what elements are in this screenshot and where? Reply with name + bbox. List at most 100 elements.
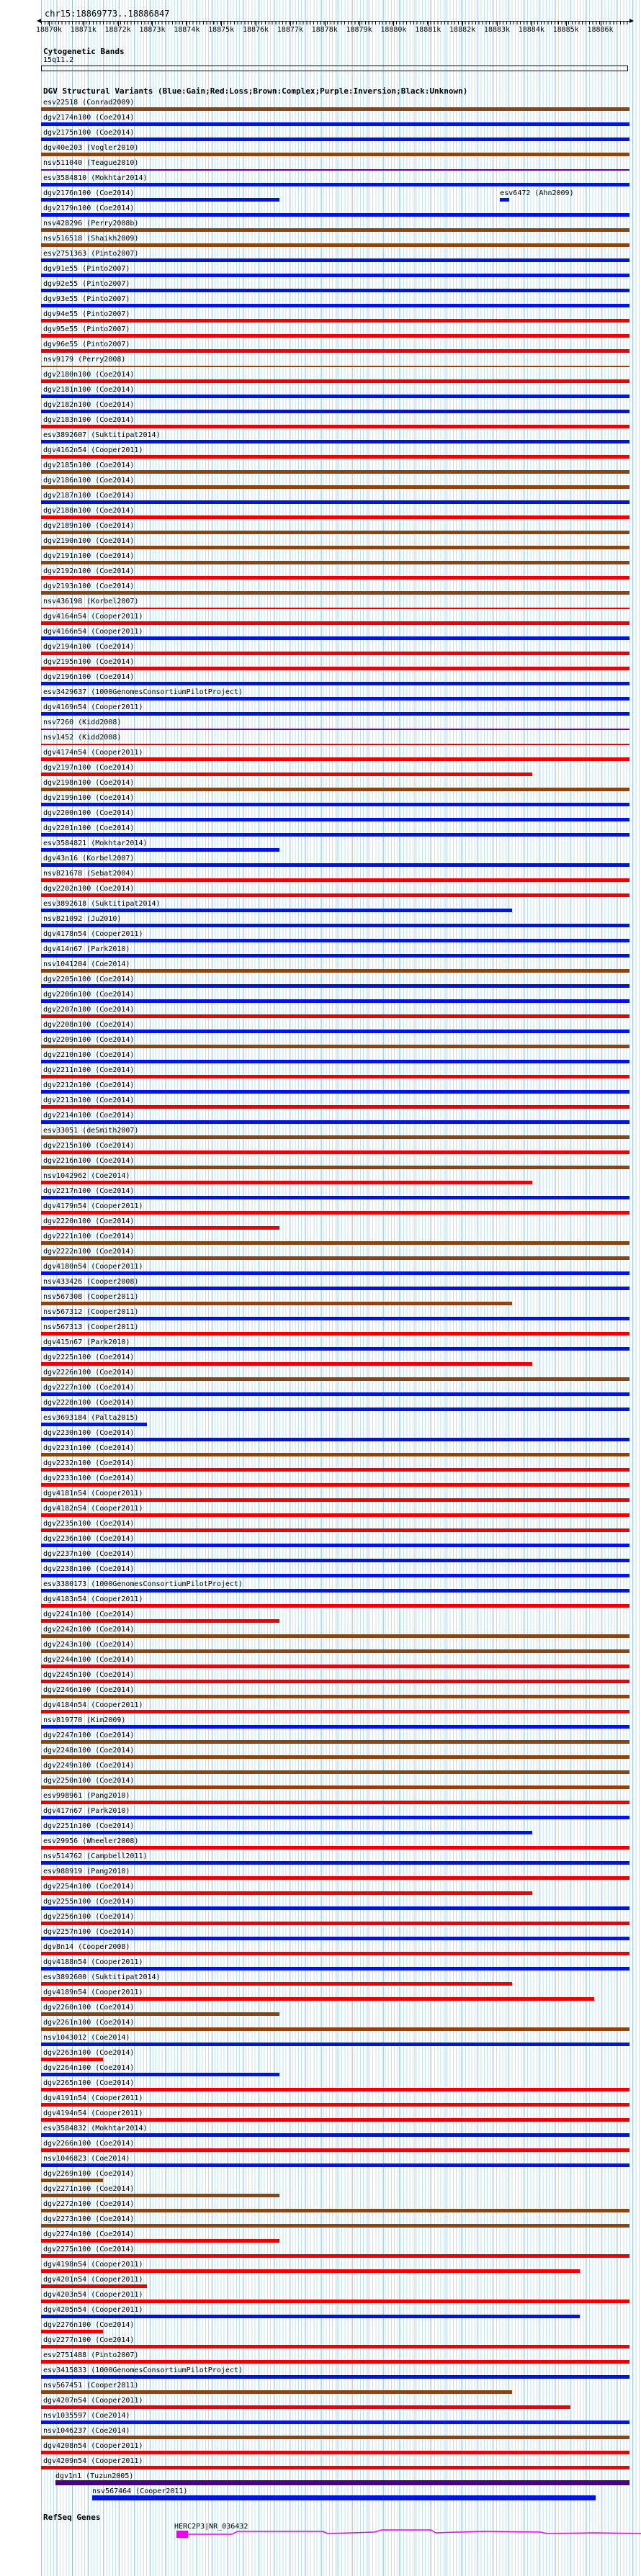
variant-bar[interactable] xyxy=(41,2073,279,2076)
variant-label[interactable]: nsv1452 (Kidd2008) xyxy=(43,734,122,742)
variant-bar[interactable] xyxy=(41,2284,148,2288)
variant-label[interactable]: dgv2238n100 (Coe2014) xyxy=(43,1565,135,1573)
variant-bar[interactable] xyxy=(41,485,629,489)
variant-label[interactable]: dgv4183n54 (Cooper2011) xyxy=(43,1595,143,1603)
variant-bar[interactable] xyxy=(41,757,629,761)
variant-bar[interactable] xyxy=(41,1634,629,1638)
variant-bar[interactable] xyxy=(41,1740,629,1744)
variant-label[interactable]: dgv2220n100 (Coe2014) xyxy=(43,1217,135,1225)
variant-bar[interactable] xyxy=(41,1513,629,1517)
variant-label[interactable]: dgv2189n100 (Coe2014) xyxy=(43,522,135,530)
variant-bar[interactable] xyxy=(41,2118,629,2122)
variant-bar[interactable] xyxy=(41,1544,629,1547)
variant-bar[interactable] xyxy=(41,591,629,595)
variant-bar[interactable] xyxy=(41,228,629,232)
variant-label[interactable]: dgv2199n100 (Coe2014) xyxy=(43,794,135,802)
variant-bar[interactable] xyxy=(41,969,629,973)
variant-label[interactable]: dgv4166n54 (Cooper2011) xyxy=(43,628,143,636)
variant-bar[interactable] xyxy=(41,1166,629,1169)
variant-label[interactable]: nsv819770 (Kim2009) xyxy=(43,1716,126,1724)
variant-bar[interactable] xyxy=(41,803,629,806)
variant-bar[interactable] xyxy=(41,1014,629,1018)
variant-bar[interactable] xyxy=(41,410,629,413)
variant-bar[interactable] xyxy=(41,470,629,474)
variant-bar[interactable] xyxy=(41,515,629,519)
variant-label[interactable]: esv22518 (Conrad2009) xyxy=(43,99,135,107)
variant-label[interactable]: dgv2179n100 (Coe2014) xyxy=(43,204,135,212)
variant-bar[interactable] xyxy=(41,1347,629,1351)
variant-bar[interactable] xyxy=(41,954,629,958)
variant-bar[interactable] xyxy=(41,833,629,837)
variant-label[interactable]: dgv4189n54 (Cooper2011) xyxy=(43,1989,143,1996)
variant-bar[interactable] xyxy=(41,1317,629,1320)
variant-label[interactable]: dgv2255n100 (Coe2014) xyxy=(43,1898,135,1906)
variant-label[interactable]: dgv2257n100 (Coe2014) xyxy=(43,1928,135,1936)
variant-bar[interactable] xyxy=(41,1302,512,1305)
variant-bar[interactable] xyxy=(41,274,629,277)
variant-label[interactable]: nsv1041204 (Coe2014) xyxy=(43,960,130,968)
variant-bar[interactable] xyxy=(41,1770,629,1774)
variant-bar[interactable] xyxy=(55,2480,629,2485)
variant-bar[interactable] xyxy=(41,1226,279,1230)
variant-bar[interactable] xyxy=(41,893,629,897)
variant-label[interactable]: dgv2269n100 (Coe2014) xyxy=(43,2170,135,2178)
variant-label[interactable]: dgv94e55 (Pinto2007) xyxy=(43,310,130,318)
variant-label[interactable]: esv3892618 (Suktitipat2014) xyxy=(43,900,161,908)
variant-label[interactable]: dgv2261n100 (Coe2014) xyxy=(43,2019,135,2027)
variant-bar[interactable] xyxy=(41,2133,629,2137)
variant-bar[interactable] xyxy=(41,289,629,292)
variant-label[interactable]: dgv2222n100 (Coe2014) xyxy=(43,1248,135,1256)
variant-bar[interactable] xyxy=(41,1937,629,1940)
variant-bar[interactable] xyxy=(41,1528,629,1532)
variant-bar[interactable] xyxy=(41,2254,629,2258)
variant-label[interactable]: nsv514762 (Campbell2011) xyxy=(43,1852,148,1860)
variant-bar[interactable] xyxy=(41,2012,279,2016)
variant-bar[interactable] xyxy=(41,349,629,353)
variant-label[interactable]: dgv417n67 (Park2010) xyxy=(43,1807,130,1815)
variant-bar[interactable] xyxy=(41,788,629,791)
variant-label[interactable]: nsv1046237 (Coe2014) xyxy=(43,2427,130,2435)
variant-bar[interactable] xyxy=(41,1241,629,1245)
variant-label[interactable]: dgv2215n100 (Coe2014) xyxy=(43,1142,135,1150)
gene-exon-box[interactable] xyxy=(176,2531,188,2538)
variant-label[interactable]: dgv2195n100 (Coe2014) xyxy=(43,658,135,666)
variant-bar[interactable] xyxy=(41,2269,580,2273)
variant-label[interactable]: esv6472 (Ahn2009) xyxy=(500,189,574,197)
variant-label[interactable]: dgv2200n100 (Coe2014) xyxy=(43,809,135,817)
variant-label[interactable]: esv2751488 (Pinto2007) xyxy=(43,2351,139,2359)
variant-bar[interactable] xyxy=(41,1030,629,1033)
variant-label[interactable]: nsv428296 (Perry2008b) xyxy=(43,220,139,228)
variant-label[interactable]: dgv2276n100 (Coe2014) xyxy=(43,2321,135,2329)
variant-bar[interactable] xyxy=(41,169,629,171)
variant-bar[interactable] xyxy=(41,2194,279,2197)
variant-bar[interactable] xyxy=(41,818,629,821)
variant-label[interactable]: dgv2260n100 (Coe2014) xyxy=(43,2004,135,2012)
variant-label[interactable]: esv3693184 (Palta2015) xyxy=(43,1414,139,1422)
variant-label[interactable]: dgv2225n100 (Coe2014) xyxy=(43,1354,135,1361)
variant-label[interactable]: esv3584810 (Mokhtar2014) xyxy=(43,174,148,182)
variant-label[interactable]: esv2751363 (Pinto2007) xyxy=(43,250,139,258)
variant-label[interactable]: dgv2207n100 (Coe2014) xyxy=(43,1006,135,1014)
variant-bar[interactable] xyxy=(41,1150,629,1154)
variant-bar[interactable] xyxy=(41,1785,629,1789)
variant-label[interactable]: dgv2230n100 (Coe2014) xyxy=(43,1429,135,1437)
variant-label[interactable]: dgv2187n100 (Coe2014) xyxy=(43,492,135,500)
variant-label[interactable]: dgv40e203 (Vogler2010) xyxy=(43,144,139,152)
variant-bar[interactable] xyxy=(41,2239,279,2243)
variant-label[interactable]: dgv2181n100 (Coe2014) xyxy=(43,386,135,394)
variant-label[interactable]: dgv2273n100 (Coe2014) xyxy=(43,2215,135,2223)
variant-bar[interactable] xyxy=(41,122,629,126)
variant-label[interactable]: nsv567313 (Cooper2011) xyxy=(43,1323,139,1331)
variant-bar[interactable] xyxy=(41,500,629,504)
variant-bar[interactable] xyxy=(41,1468,629,1472)
variant-bar[interactable] xyxy=(41,2088,629,2091)
variant-bar[interactable] xyxy=(41,1801,629,1804)
variant-label[interactable]: dgv93e55 (Pinto2007) xyxy=(43,295,130,303)
variant-label[interactable]: dgv2192n100 (Coe2014) xyxy=(43,567,135,575)
variant-label[interactable]: nsv821678 (Sebat2004) xyxy=(43,870,135,878)
variant-label[interactable]: dgv2214n100 (Coe2014) xyxy=(43,1112,135,1120)
variant-bar[interactable] xyxy=(41,2179,103,2182)
variant-label[interactable]: esv3415833 (1000GenomesConsortiumPilotPr… xyxy=(43,2366,243,2374)
variant-label[interactable]: nsv567308 (Cooper2011) xyxy=(43,1293,139,1301)
variant-bar[interactable] xyxy=(41,697,629,701)
